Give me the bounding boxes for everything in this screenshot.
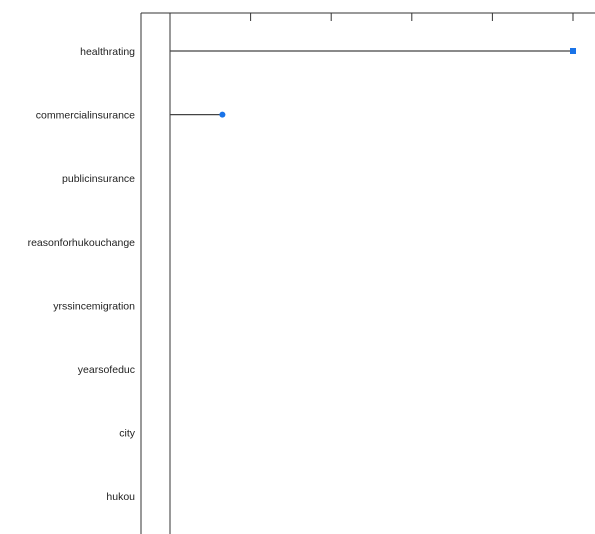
category-labels: healthrating commercialinsurance publicins… <box>28 46 136 503</box>
category-label-reasonforhukouchange: reasonforhukouchange <box>28 237 136 249</box>
category-label-commercialinsurance: commercialinsurance <box>36 110 135 122</box>
category-label-city: city <box>119 428 136 440</box>
category-label-yearsofeduc: yearsofeduc <box>78 364 135 376</box>
category-label-yrssincemigration: yrssincemigration <box>53 300 135 312</box>
category-label-hukou: hukou <box>106 491 135 503</box>
x-ticks <box>169 13 574 21</box>
marker-commercialinsurance <box>219 111 226 118</box>
lollipop-stems <box>170 50 573 116</box>
category-label-publicinsurance: publicinsurance <box>62 173 135 185</box>
lollipop-markers <box>219 48 576 118</box>
axes-layer <box>140 12 595 534</box>
marker-healthrating <box>570 48 576 54</box>
category-label-healthrating: healthrating <box>80 46 135 58</box>
